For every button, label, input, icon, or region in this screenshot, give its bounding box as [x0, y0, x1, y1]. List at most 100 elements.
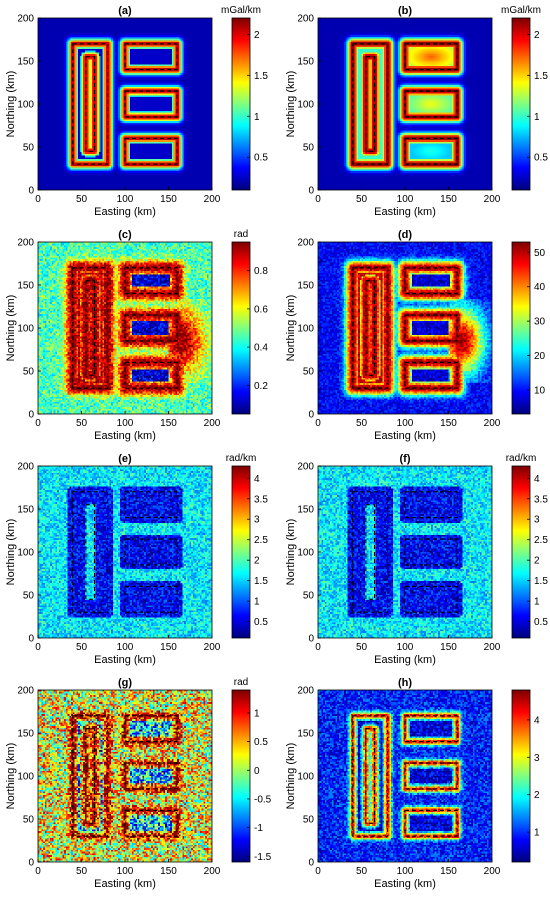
y-tick-label: 0 [28, 410, 34, 421]
source-outline-block-middle [404, 90, 458, 118]
colorbar-tick-label: 40 [534, 282, 546, 293]
x-tick-label: 0 [35, 642, 41, 653]
y-tick-label: 50 [303, 591, 315, 602]
source-outline-block-middle [124, 90, 178, 118]
colorbar-tick-label: 1.5 [534, 576, 548, 587]
y-axis-label: Northing (km) [5, 295, 17, 362]
y-axis-label: Northing (km) [285, 743, 297, 810]
colorbar-tick-label: 2 [534, 556, 540, 567]
panel-title: (f) [400, 453, 411, 465]
x-axis-label: Easting (km) [374, 878, 436, 890]
colorbar-frame [511, 689, 531, 863]
colorbar-frame [231, 465, 251, 639]
x-axis-label: Easting (km) [94, 206, 156, 218]
x-tick-label: 150 [160, 194, 177, 205]
y-tick-label: 150 [297, 505, 314, 516]
source-outline-block-bottom [404, 137, 458, 165]
x-tick-label: 0 [315, 194, 321, 205]
x-tick-label: 150 [440, 418, 457, 429]
x-tick-label: 50 [76, 642, 88, 653]
panel-title: (a) [118, 5, 132, 17]
source-outline-block-bottom [124, 809, 178, 837]
x-axis-label: Easting (km) [94, 878, 156, 890]
colorbar [232, 18, 250, 190]
source-outline-block-outer [72, 267, 109, 389]
panel-b: (b) 0 50 100 150 200 0 50 100 150 200 Easting (km) N… [285, 5, 548, 218]
source-outline-block-top [404, 491, 458, 519]
colorbar-tick-label: 3.5 [254, 494, 268, 505]
x-tick-label: 150 [160, 642, 177, 653]
panel-title: (e) [118, 453, 132, 465]
source-outline-block-bottom [124, 361, 178, 389]
colorbar-tick-label: 3 [534, 515, 540, 526]
colorbar-unit: mGal/km [501, 5, 541, 16]
source-outline-dyke [365, 504, 376, 600]
colorbar-unit: rad/km [506, 453, 537, 464]
x-tick-label: 50 [76, 194, 88, 205]
source-outline-block-bottom [124, 137, 178, 165]
y-axis-label: Northing (km) [285, 71, 297, 138]
y-axis-label: Northing (km) [285, 519, 297, 586]
source-outline-dyke [85, 728, 96, 824]
source-outline-block-top [124, 715, 178, 743]
colorbar [232, 690, 250, 862]
x-tick-label: 100 [117, 642, 134, 653]
x-tick-label: 0 [35, 866, 41, 877]
colorbar-tick-label: 4 [534, 474, 540, 485]
y-tick-label: 200 [297, 14, 314, 25]
source-outline-block-top [124, 491, 178, 519]
colorbar-tick-label: 2 [254, 30, 260, 41]
y-axis-label: Northing (km) [285, 295, 297, 362]
source-outline-block-middle [404, 762, 458, 790]
colorbar-tick-label: -1 [254, 823, 263, 834]
y-tick-label: 0 [308, 634, 314, 645]
y-tick-label: 100 [297, 548, 314, 559]
colorbar-tick-label: -1.5 [254, 852, 272, 863]
x-tick-label: 50 [356, 418, 368, 429]
source-outline-block-outer [72, 715, 109, 837]
source-outline-dyke [85, 504, 96, 600]
colorbar-tick-label: 0.8 [254, 266, 268, 277]
x-tick-label: 50 [356, 642, 368, 653]
panel-title: (g) [118, 677, 132, 689]
panel-title: (h) [398, 677, 412, 689]
colorbar-frame [231, 17, 251, 191]
source-outline-block-top [124, 267, 178, 295]
colorbar-tick-label: 2 [534, 30, 540, 41]
colorbar [512, 466, 530, 638]
y-tick-label: 150 [17, 281, 34, 292]
colorbar-unit: rad [234, 677, 248, 688]
colorbar-tick-label: 0.5 [534, 153, 548, 164]
y-tick-label: 0 [308, 410, 314, 421]
source-outline-block-outer [352, 715, 389, 837]
colorbar [512, 18, 530, 190]
source-outline-dyke [365, 728, 376, 824]
y-tick-label: 0 [28, 858, 34, 869]
source-outline-block-outer [352, 491, 389, 613]
x-tick-label: 200 [484, 194, 501, 205]
x-tick-label: 200 [484, 418, 501, 429]
source-outline-block-outer [72, 43, 109, 165]
panel-f: (f) 0 50 100 150 200 0 50 100 150 200 Easting (km) N… [285, 453, 548, 666]
source-outline-dyke [85, 56, 96, 152]
colorbar [512, 242, 530, 414]
source-outline-block-middle [404, 538, 458, 566]
y-axis-label: Northing (km) [5, 519, 17, 586]
x-tick-label: 100 [397, 642, 414, 653]
y-tick-label: 150 [17, 729, 34, 740]
colorbar [232, 466, 250, 638]
y-tick-label: 0 [308, 186, 314, 197]
colorbar-tick-label: 1 [534, 597, 540, 608]
x-tick-label: 200 [204, 642, 221, 653]
y-tick-label: 50 [23, 815, 35, 826]
source-outline-dyke [85, 280, 96, 376]
y-tick-label: 100 [297, 772, 314, 783]
colorbar-tick-label: 3.5 [534, 494, 548, 505]
source-outline-block-middle [404, 314, 458, 342]
colorbar-tick-label: 20 [534, 351, 546, 362]
x-tick-label: 200 [204, 418, 221, 429]
y-tick-label: 200 [17, 686, 34, 697]
x-tick-label: 150 [440, 194, 457, 205]
colorbar-tick-label: 0.5 [254, 617, 268, 628]
